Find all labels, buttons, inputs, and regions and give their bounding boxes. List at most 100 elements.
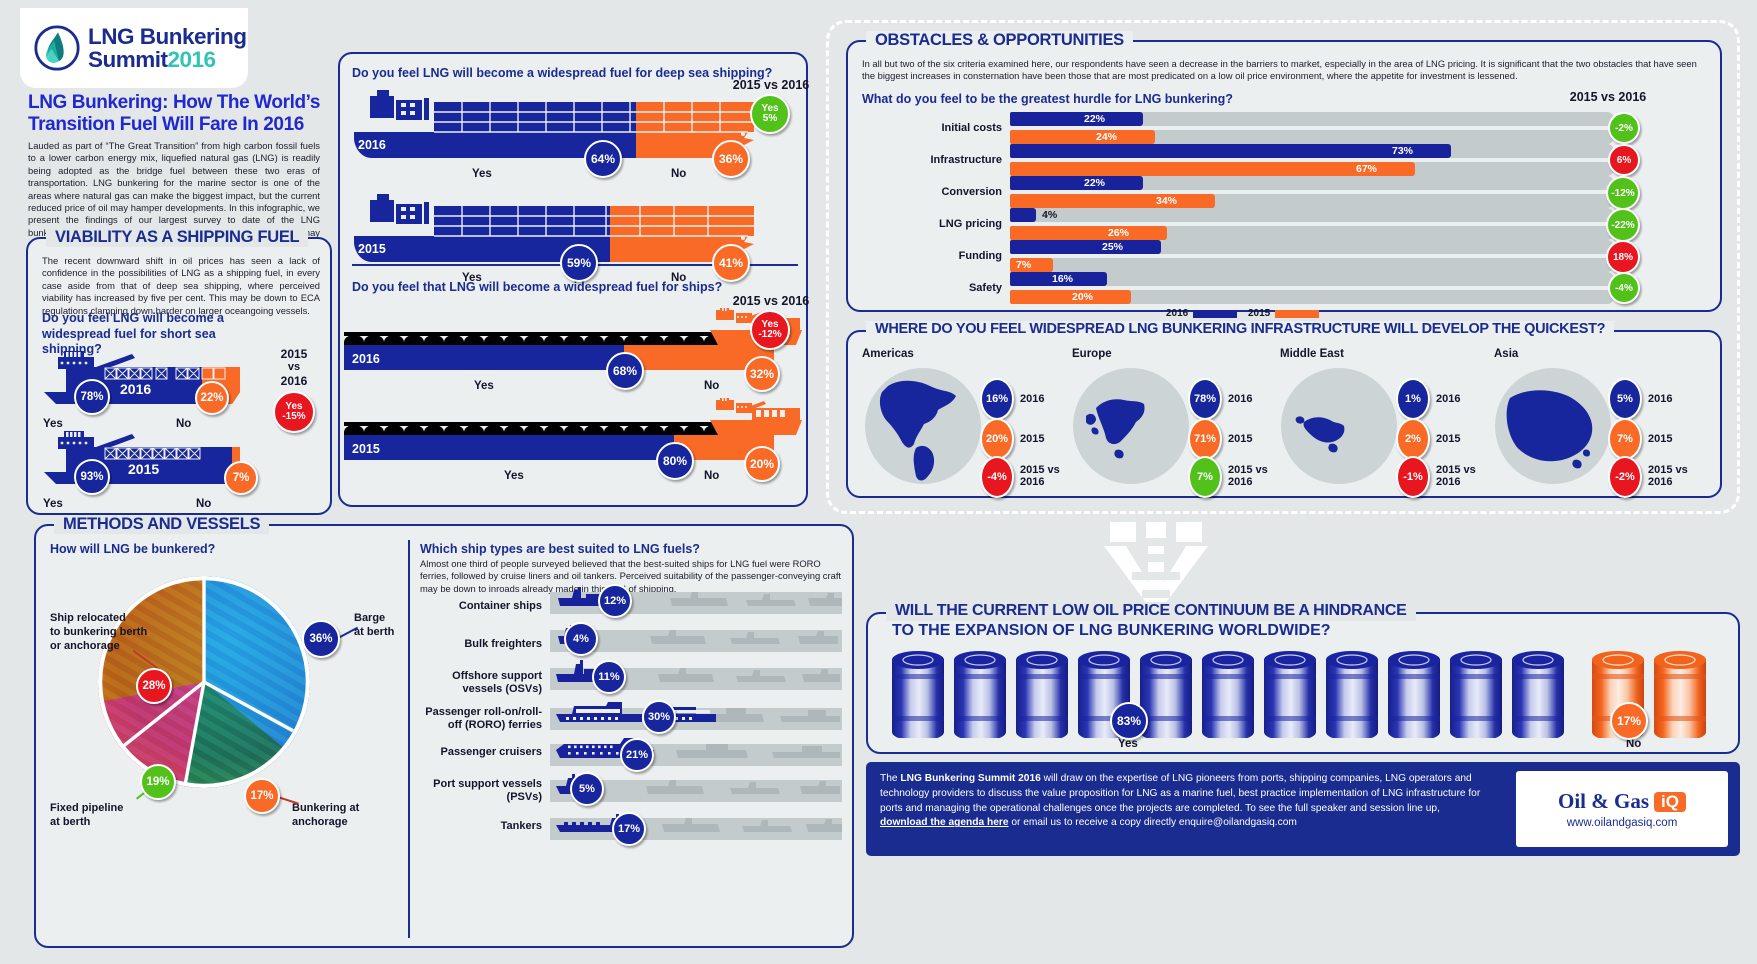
hurdle-value-2015-2: 34%	[1156, 195, 1178, 207]
region-europe-2016-value: 78%	[1188, 378, 1222, 420]
shiptype-value-3: 30%	[642, 700, 676, 734]
pie-value-bunkering-anchorage: 17%	[244, 778, 280, 814]
ships-delta-badge: Yes -12%	[750, 310, 790, 350]
oilprice-title-l1: WILL THE CURRENT LOW OIL PRICE CONTINUUM…	[886, 602, 1416, 621]
footer-band: The LNG Bunkering Summit 2016 will draw …	[866, 762, 1740, 856]
region-europe-delta-value: 7%	[1188, 456, 1222, 498]
ships-row-2015: 2015 80% 20% Yes No	[344, 396, 804, 482]
hurdle-delta-4: 18%	[1606, 240, 1640, 274]
logo-year: 2016	[167, 47, 217, 72]
methods-title: METHODS AND VESSELS	[54, 515, 270, 534]
hurdle-value-2015-5: 20%	[1072, 291, 1094, 303]
viability-2016-no-label: No	[176, 418, 192, 430]
osv-silhouette-2	[556, 660, 840, 682]
footer-text: The LNG Bunkering Summit 2016 will draw …	[880, 772, 1490, 831]
region-americas-delta-cap2: 2016	[1020, 476, 1045, 488]
regions-title: WHERE DO YOU FEEL WIDESPREAD LNG BUNKERI…	[866, 321, 1615, 337]
hurdle-value-2016-4: 25%	[1102, 241, 1124, 253]
hurdle-delta-2: -12%	[1606, 176, 1640, 210]
deepsea-2016-no-pct: 36%	[712, 140, 750, 178]
region-asia-2016-year: 2016	[1648, 393, 1673, 405]
oilprice-yes-value: 83%	[1110, 702, 1148, 740]
viability-title: VIABILITY AS A SHIPPING FUEL	[46, 228, 309, 247]
oil-barrels-graphic	[892, 651, 1706, 738]
oilprice-yes-label: Yes	[1118, 738, 1138, 750]
hurdle-track-0a	[1010, 112, 1614, 126]
region-americas-2015-value: 20%	[980, 418, 1014, 460]
obstacles-panel: OBSTACLES & OPPORTUNITIES In all but two…	[846, 31, 1722, 319]
hurdle-delta-5: -4%	[1608, 272, 1640, 304]
hurdle-track-0b	[1010, 130, 1614, 144]
hurdle-bar-2015-0	[1010, 130, 1155, 144]
region-americas-delta-value: -4%	[980, 456, 1014, 498]
hurdle-bar-2015-5	[1010, 290, 1131, 304]
shiptype-value-2: 11%	[592, 660, 626, 694]
ships-question: Do you feel that LNG will become a wides…	[352, 280, 723, 294]
ships-2016-yes-pct: 68%	[606, 352, 644, 390]
hurdle-label-infrastructure: Infrastructure	[930, 154, 1002, 166]
viability-body: The recent downward shift in oil prices …	[42, 255, 320, 316]
legend-swatch-2015	[1275, 310, 1319, 318]
viability-delta-value: -15%	[282, 411, 306, 422]
footer-agenda-link[interactable]: download the agenda here	[880, 817, 1009, 829]
legend-swatch-2016	[1193, 310, 1237, 318]
region-europe-2016-year: 2016	[1228, 393, 1253, 405]
hurdle-label-conversion: Conversion	[941, 186, 1002, 198]
oilgasiq-url: www.oilandgasiq.com	[1566, 817, 1678, 829]
pie-value-barge: 36%	[302, 620, 340, 658]
region-americas-2016-year: 2016	[1020, 393, 1045, 405]
oilgasiq-logo-card[interactable]: Oil & Gas iQ www.oilandgasiq.com	[1516, 771, 1728, 847]
hurdle-value-2016-5: 16%	[1052, 273, 1074, 285]
ships-row-2016: 2016 68% 32% Yes No	[344, 306, 804, 392]
region-asia-delta-cap1: 2015 vs	[1648, 464, 1688, 476]
hurdle-bar-2016-1	[1010, 144, 1451, 158]
ships-2015-yes-pct: 80%	[656, 442, 694, 480]
logo-card: LNG Bunkering Summit2016	[20, 8, 248, 88]
ships-2015-yes-label: Yes	[504, 470, 524, 482]
obstacles-title: OBSTACLES & OPPORTUNITIES	[866, 31, 1133, 50]
deepsea-2015-yes-pct: 59%	[560, 244, 598, 282]
oilprice-title-l2: TO THE EXPANSION OF LNG BUNKERING WORLDW…	[892, 622, 1331, 639]
hurdle-delta-3: -22%	[1606, 208, 1640, 242]
viability-2016-yes-label: Yes	[43, 418, 63, 430]
hurdle-value-2015-1: 67%	[1356, 163, 1378, 175]
shiptype-label-bulk-freighters: Bulk freighters	[464, 638, 542, 650]
deepsea-2016-yes-pct: 64%	[584, 140, 622, 178]
hurdle-delta-1: 6%	[1608, 144, 1640, 176]
americas-map-icon	[865, 368, 981, 484]
ships-2016-no-label: No	[704, 380, 720, 392]
hurdle-track-5a	[1010, 272, 1614, 286]
methods-vertical-divider	[408, 540, 410, 938]
obstacles-body: In all but two of the six criteria exami…	[862, 58, 1697, 82]
region-label-asia: Asia	[1494, 348, 1519, 360]
deepsea-2015-no-pct: 41%	[712, 244, 750, 282]
deepsea-delta-badge: Yes 5%	[750, 94, 790, 134]
viability-vs-l2: vs	[287, 361, 301, 373]
oilgasiq-brand-name: Oil & Gas	[1558, 789, 1650, 813]
pie-label-barge: Barge at berth	[354, 612, 395, 638]
hurdle-track-4a	[1010, 240, 1614, 254]
hurdle-value-2016-1: 73%	[1392, 145, 1414, 157]
deepsea-delta-value: 5%	[762, 113, 778, 124]
deepsea-row-2015: 2015 59% 41% Yes No	[344, 194, 756, 284]
viability-2015-yes-pct: 93%	[74, 459, 110, 495]
page-title: LNG Bunkering: How The World’s Transitio…	[28, 92, 321, 135]
pie-label-bunkering-anchorage: Bunkering at anchorage	[292, 802, 360, 828]
oilprice-panel: WILL THE CURRENT LOW OIL PRICE CONTINUUM…	[866, 602, 1740, 754]
shiptype-label-tankers: Tankers	[500, 820, 542, 832]
hurdle-label-safety: Safety	[968, 282, 1002, 294]
hurdle-value-2016-2: 22%	[1084, 177, 1106, 189]
viability-panel: VIABILITY AS A SHIPPING FUEL The recent …	[26, 228, 332, 515]
deepsea-question: Do you feel LNG will become a widespread…	[352, 66, 773, 80]
ships-vs-title: 2015 vs 2016	[732, 294, 810, 308]
pie-divider-lines	[98, 576, 310, 788]
shiptypes-body: Almost one third of people surveyed beli…	[420, 558, 842, 594]
viability-2016-no-pct: 22%	[195, 381, 229, 415]
shiptype-value-4: 21%	[620, 738, 654, 772]
container-ship-icon-2016	[354, 90, 756, 158]
viability-2015-no-pct: 7%	[224, 461, 258, 495]
hurdle-label-lng-pricing: LNG pricing	[939, 218, 1002, 230]
viability-vs-l1: 2015	[280, 347, 308, 361]
oilprice-no-label: No	[1626, 738, 1642, 750]
deepsea-2015-year: 2015	[358, 242, 386, 256]
